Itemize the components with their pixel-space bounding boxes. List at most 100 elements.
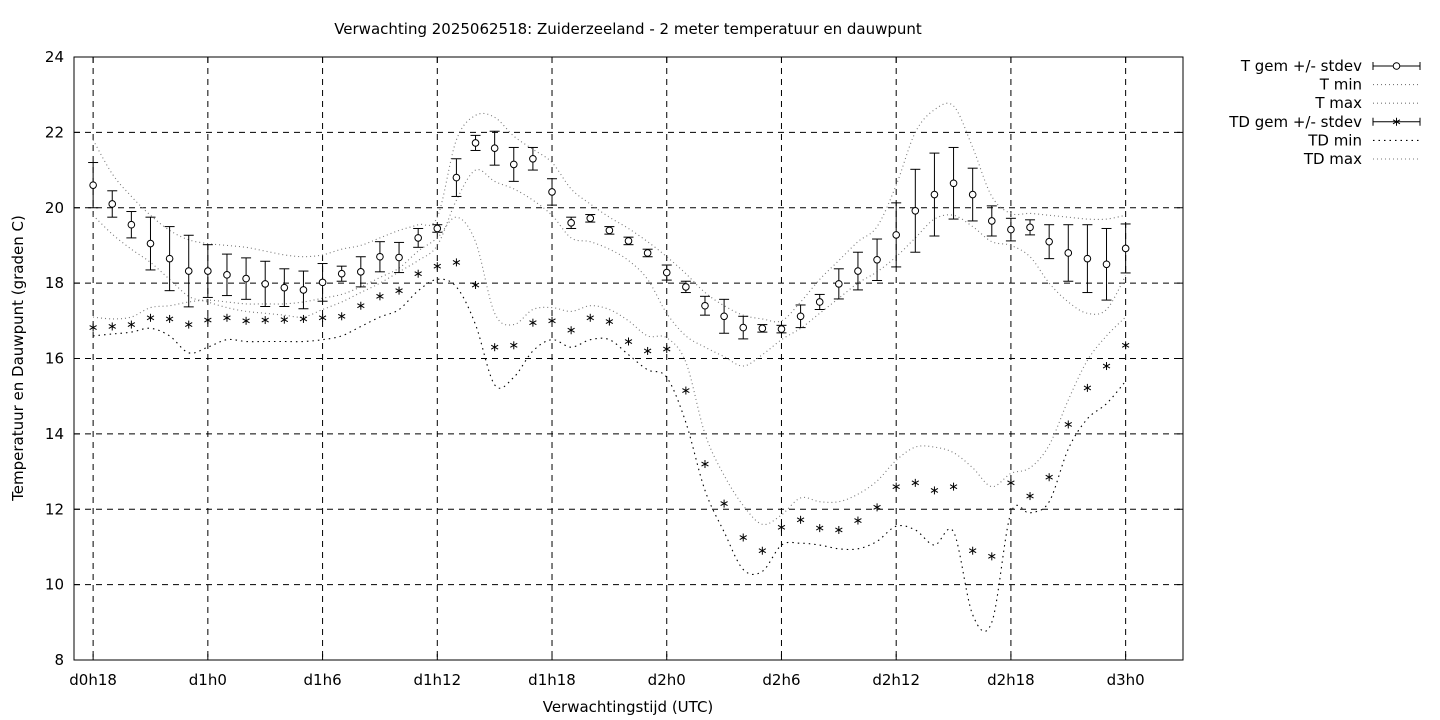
point-t-gem (145, 216, 156, 271)
point-t-gem (107, 190, 118, 218)
y-axis-label: Temperatuur en Dauwpunt (graden C) (9, 215, 27, 502)
y-tick-label: 14 (45, 425, 64, 443)
point-t-gem (547, 178, 558, 206)
x-tick-label: d2h18 (987, 671, 1035, 689)
x-tick-label: d0h18 (69, 671, 117, 689)
point-td-gem (452, 258, 461, 267)
point-t-gem (413, 227, 424, 248)
legend-item: TD min (1307, 131, 1420, 149)
point-td-gem (165, 314, 174, 323)
point-t-gem (183, 234, 194, 308)
legend-item: T min (1319, 76, 1420, 94)
point-td-gem (261, 316, 269, 325)
plot-frame (73, 56, 1184, 661)
series-line-td-max (93, 216, 1126, 526)
point-t-gem (508, 146, 519, 182)
point-td-gem (1026, 492, 1034, 501)
point-t-gem (470, 134, 481, 151)
point-td-gem (223, 313, 231, 322)
point-t-gem (241, 257, 252, 300)
envelope-lines (92, 102, 1127, 632)
point-td-gem (433, 262, 442, 271)
legend-item: TD max (1303, 150, 1420, 168)
legend-label: TD max (1303, 150, 1362, 168)
point-t-gem (604, 226, 615, 235)
x-tick-label: d2h6 (762, 671, 800, 689)
point-td-gem (204, 316, 212, 325)
x-tick-label: d2h0 (648, 671, 686, 689)
point-td-gem (510, 341, 518, 350)
point-td-gem (930, 486, 939, 495)
legend-label: TD min (1307, 131, 1362, 149)
point-td-gem (988, 552, 996, 561)
point-td-gem (605, 317, 614, 326)
point-t-gem (891, 202, 902, 268)
point-td-gem (414, 269, 422, 278)
x-tick-label: d1h12 (413, 671, 461, 689)
point-td-gem (854, 516, 862, 525)
chart-title: Verwachting 2025062518: Zuiderzeeland - … (334, 20, 922, 38)
point-t-gem (910, 168, 921, 253)
series-line-t-max (92, 102, 1126, 323)
point-t-gem (279, 268, 290, 307)
point-t-gem (566, 216, 577, 229)
point-t-gem (317, 263, 328, 302)
legend-item: T gem +/- stdev (1240, 57, 1421, 75)
point-td-gem (873, 503, 881, 512)
point-td-gem (739, 533, 747, 542)
point-t-gem (355, 256, 366, 288)
point-td-gem (815, 524, 824, 533)
point-t-gem (527, 146, 538, 171)
point-t-gem (738, 315, 749, 340)
point-t-gem (872, 238, 883, 281)
point-td-gem (777, 523, 786, 532)
point-t-gem (833, 268, 844, 300)
y-tick-label: 16 (45, 350, 64, 368)
legend-label: TD gem +/- stdev (1228, 113, 1362, 131)
point-t-gem (260, 260, 271, 307)
point-t-gem (202, 244, 213, 298)
point-t-gem (1120, 223, 1131, 274)
point-td-gem (242, 316, 250, 325)
point-td-gem (1121, 341, 1130, 350)
point-td-gem (185, 320, 193, 329)
grid-lines (74, 57, 1183, 660)
point-td-gem (1102, 362, 1111, 371)
point-t-gem (699, 295, 710, 316)
point-t-gem (298, 270, 309, 310)
point-td-gem (395, 286, 403, 295)
point-t-gem (585, 214, 596, 223)
point-td-gem (1007, 478, 1015, 487)
point-td-gem (108, 322, 116, 331)
point-td-gem (376, 292, 384, 301)
point-td-gem (758, 546, 767, 555)
x-tick-label: d1h18 (528, 671, 576, 689)
point-t-gem (814, 293, 825, 311)
point-t-gem (757, 324, 768, 333)
point-t-gem (432, 224, 443, 233)
legend-label: T gem +/- stdev (1240, 57, 1362, 75)
point-t-gem (374, 241, 385, 273)
point-t-gem (221, 253, 232, 297)
point-td-gem (949, 482, 958, 491)
point-t-gem (394, 241, 405, 274)
point-t-gem (642, 248, 653, 258)
point-td-gem (835, 525, 843, 534)
point-t-gem (336, 265, 347, 282)
point-t-gem (126, 211, 137, 239)
x-tick-label: d2h12 (872, 671, 920, 689)
point-td-gem (318, 313, 327, 322)
x-tick-label: d1h6 (304, 671, 342, 689)
legend-item: TD gem +/- stdev (1228, 113, 1421, 131)
point-td-gem (357, 301, 365, 310)
point-td-gem (567, 326, 575, 335)
point-t-gem (986, 205, 997, 237)
point-t-gem (795, 304, 806, 329)
y-tick-label: 8 (54, 651, 64, 669)
point-td-gem (968, 546, 977, 555)
point-t-gem (164, 226, 175, 292)
point-t-gem (1044, 224, 1055, 260)
y-tick-label: 22 (45, 123, 64, 141)
x-tick-label: d3h0 (1107, 671, 1145, 689)
